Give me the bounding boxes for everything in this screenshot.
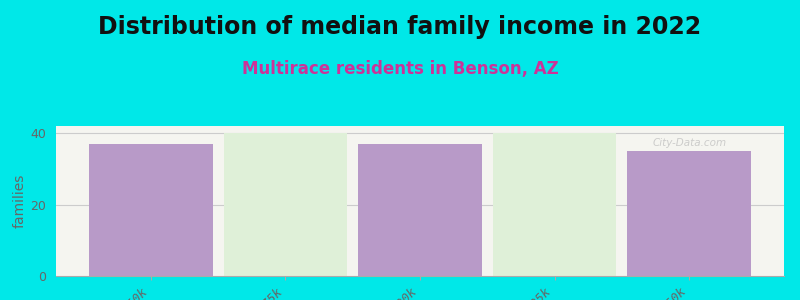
Text: Multirace residents in Benson, AZ: Multirace residents in Benson, AZ xyxy=(242,60,558,78)
Bar xyxy=(89,144,213,276)
Bar xyxy=(358,144,482,276)
Text: City-Data.com: City-Data.com xyxy=(653,138,727,148)
Bar xyxy=(627,151,751,276)
Bar xyxy=(224,133,347,276)
Y-axis label: families: families xyxy=(12,174,26,228)
Bar xyxy=(493,133,616,276)
Text: Distribution of median family income in 2022: Distribution of median family income in … xyxy=(98,15,702,39)
